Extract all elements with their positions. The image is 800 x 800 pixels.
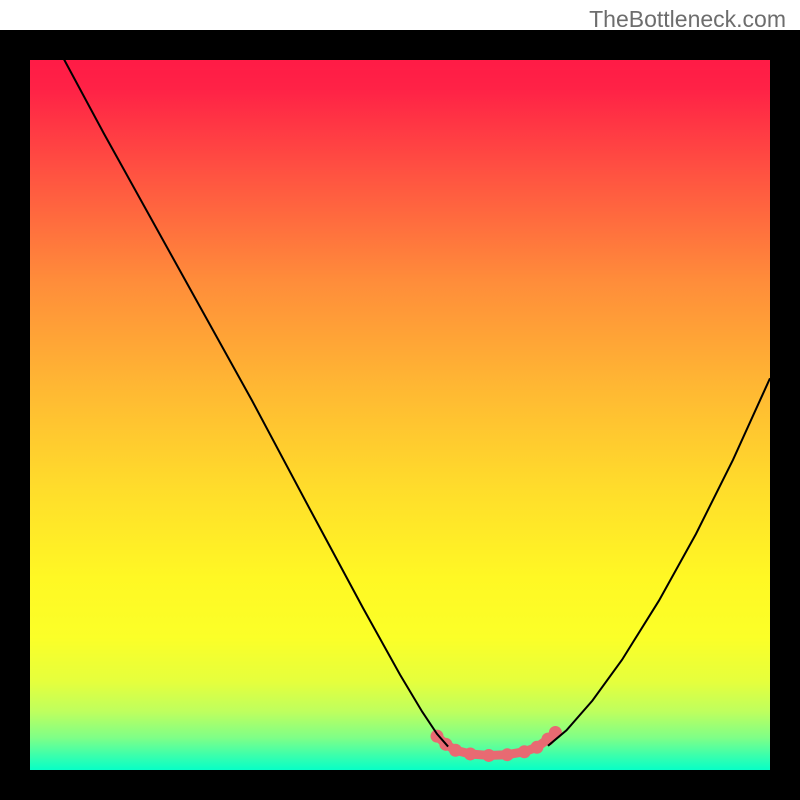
chart-border — [0, 30, 800, 800]
chart-container: TheBottleneck.com — [0, 0, 800, 800]
watermark-text: TheBottleneck.com — [589, 6, 786, 33]
